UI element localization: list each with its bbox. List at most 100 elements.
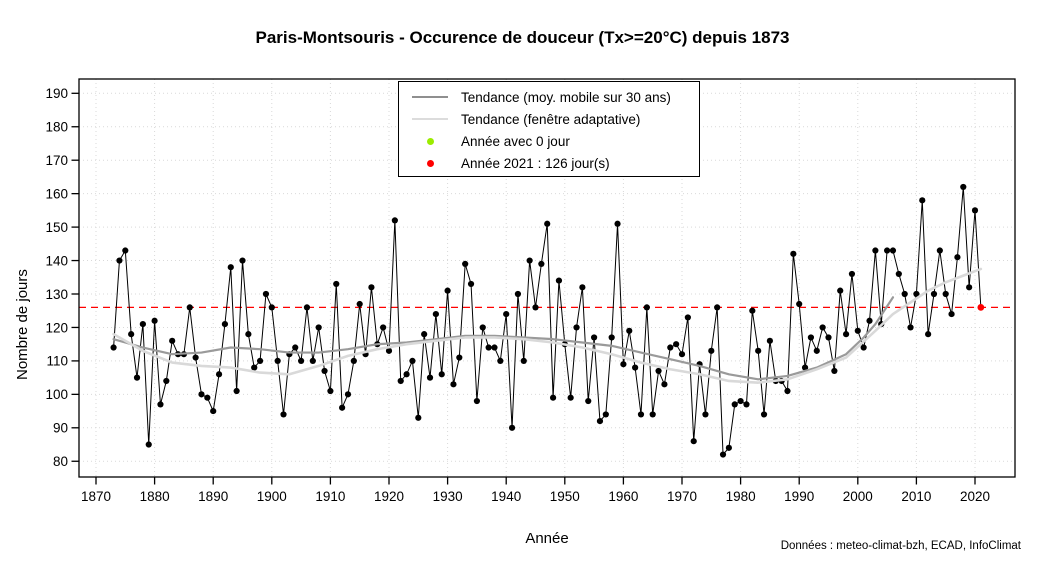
source-note: Données : meteo-climat-bzh, ECAD, InfoCl… (780, 540, 1021, 552)
x-axis-label: Année (525, 530, 569, 547)
data-point-1891 (215, 371, 223, 378)
data-point-1875 (122, 247, 129, 254)
data-point-1962 (632, 364, 639, 371)
data-point-1941 (508, 424, 516, 431)
x-tick-label: 1890 (198, 489, 228, 504)
data-point-1912 (339, 404, 346, 411)
legend-dot-sample-icon (399, 137, 461, 145)
data-point-1980 (737, 397, 744, 405)
data-point-1998 (842, 331, 850, 338)
data-point-2011 (919, 197, 926, 204)
data-point-1921 (391, 217, 398, 224)
y-tick-label: 130 (45, 287, 68, 302)
data-point-1952 (573, 324, 580, 331)
trend-ma30-line (112, 296, 895, 381)
y-tick-label: 80 (53, 454, 68, 469)
data-point-1954 (585, 397, 592, 405)
data-point-1940 (503, 310, 510, 318)
data-point-1900 (268, 304, 275, 311)
data-point-1890 (210, 407, 217, 415)
data-point-1920 (385, 347, 393, 354)
data-point-1913 (344, 391, 352, 398)
data-point-1909 (321, 367, 328, 375)
y-tick-label: 190 (45, 86, 68, 101)
data-point-1977 (719, 451, 727, 458)
data-point-1926 (421, 331, 428, 338)
data-point-1899 (262, 290, 270, 298)
x-tick-label: 1920 (374, 489, 404, 504)
data-point-1887 (192, 354, 199, 361)
data-point-2007 (895, 270, 902, 278)
data-point-2001 (860, 344, 867, 351)
x-tick-label: 1880 (140, 489, 170, 504)
data-point-2012 (925, 331, 932, 338)
data-point-1939 (497, 357, 504, 364)
y-tick-label: 90 (53, 421, 68, 436)
data-point-1908 (315, 324, 322, 331)
data-point-1949 (555, 277, 563, 284)
legend-item-2: Année avec 0 jour (399, 130, 699, 152)
data-point-1999 (848, 270, 856, 278)
legend-line-sample-icon (399, 96, 461, 98)
x-tick-label: 2000 (843, 489, 873, 504)
x-tick-label: 1960 (608, 489, 638, 504)
data-point-1948 (549, 394, 557, 401)
data-point-1927 (426, 374, 434, 381)
data-point-1924 (409, 357, 416, 364)
data-point-2017 (954, 254, 961, 261)
data-point-1938 (491, 344, 498, 351)
data-point-2003 (872, 247, 879, 254)
data-point-2010 (913, 290, 920, 298)
data-point-1996 (831, 367, 838, 375)
data-point-2014 (936, 247, 943, 254)
x-tick-label: 1870 (81, 489, 111, 504)
data-point-1956 (596, 418, 604, 425)
data-point-1985 (766, 337, 774, 344)
legend-item-0: Tendance (moy. mobile sur 30 ans) (399, 86, 699, 108)
data-point-2016 (948, 310, 955, 318)
data-point-1874 (116, 257, 123, 264)
data-point-1984 (760, 411, 768, 418)
data-point-1957 (602, 411, 609, 418)
data-point-1951 (567, 394, 574, 401)
x-tick-label: 1970 (667, 489, 697, 504)
data-point-1967 (661, 381, 668, 388)
data-point-1983 (755, 347, 762, 354)
data-point-1879 (145, 441, 152, 448)
data-point-1972 (690, 438, 697, 445)
data-point-1882 (163, 377, 170, 385)
data-point-1876 (128, 331, 135, 338)
data-point-1902 (280, 411, 287, 418)
data-point-1897 (251, 364, 258, 371)
legend-label: Année 2021 : 126 jour(s) (461, 155, 610, 171)
x-tick-label: 1990 (784, 489, 814, 504)
data-point-1988 (784, 387, 791, 395)
data-point-1917 (368, 284, 375, 291)
trend-adaptive-line (112, 267, 983, 384)
data-point-1943 (520, 357, 527, 364)
data-point-2008 (901, 290, 908, 298)
data-point-1959 (614, 220, 621, 227)
legend-label: Tendance (fenêtre adaptative) (461, 111, 641, 127)
data-point-1970 (678, 351, 686, 358)
data-point-1883 (169, 337, 176, 344)
x-tick-label: 1900 (257, 489, 287, 504)
data-point-1892 (221, 321, 229, 328)
data-point-1997 (837, 287, 844, 294)
data-point-1905 (298, 357, 305, 364)
plot-border (78, 78, 1016, 478)
x-tick-label: 1980 (726, 489, 756, 504)
data-point-1886 (186, 304, 193, 311)
data-point-1993 (813, 347, 820, 354)
x-tick-label: 2020 (960, 489, 990, 504)
data-point-2019 (966, 284, 973, 291)
data-point-1888 (198, 391, 205, 398)
legend-item-3: Année 2021 : 126 jour(s) (399, 152, 699, 174)
data-point-1978 (725, 444, 732, 451)
data-point-1930 (444, 287, 451, 294)
legend-item-1: Tendance (fenêtre adaptative) (399, 108, 699, 130)
data-point-1880 (151, 317, 158, 324)
data-point-2002 (866, 317, 873, 324)
data-point-1878 (139, 321, 146, 328)
